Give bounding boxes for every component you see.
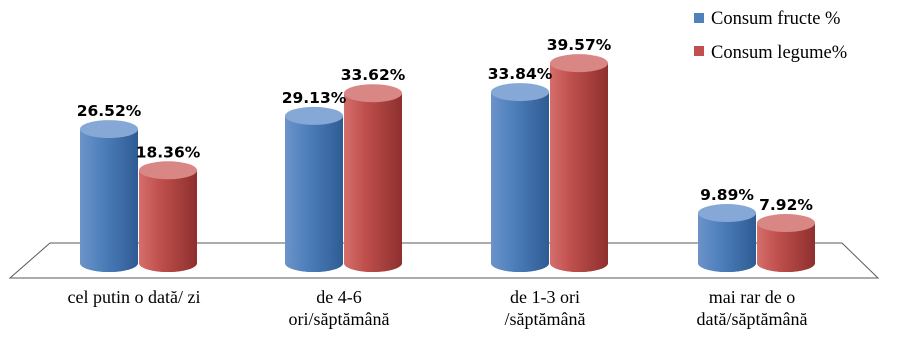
bar-legume-2 <box>344 84 402 273</box>
category-label-4-line-2: dată/săptămână <box>697 309 808 329</box>
category-label-2-line-2: ori/săptămână <box>289 309 390 329</box>
category-label-3-line-1: de 1-3 ori <box>510 287 580 307</box>
legend-swatch-legume <box>694 46 704 56</box>
value-label-fructe-4: 9.89% <box>700 186 754 204</box>
legend-label-fructe: Consum fructe % <box>711 9 840 29</box>
bar-legume-3 <box>550 54 608 272</box>
bar-fructe-1 <box>80 120 138 272</box>
bar-legume-4 <box>757 214 815 272</box>
category-label-1: cel putin o dată/ zi <box>68 287 201 307</box>
legend: Consum fructe % Consum legume% <box>694 9 847 63</box>
value-label-legume-4: 7.92% <box>759 196 813 214</box>
category-label-2-line-1: de 4-6 <box>316 287 361 307</box>
bar-fructe-3 <box>491 83 549 272</box>
bars-layer <box>80 54 815 273</box>
value-label-fructe-2: 29.13% <box>282 89 347 107</box>
value-label-legume-1: 18.36% <box>136 143 201 161</box>
bar-legume-1 <box>139 161 197 272</box>
bar-fructe-4 <box>698 204 756 272</box>
value-label-legume-3: 39.57% <box>547 36 612 54</box>
bar-fructe-2 <box>285 106 343 273</box>
category-label-4-line-1: mai rar de o <box>709 287 795 307</box>
legend-label-legume: Consum legume% <box>711 43 847 63</box>
value-labels-layer: 26.52% 18.36% 29.13% 33.62% 33.84% 39.57% 9.89… <box>77 36 814 214</box>
value-label-fructe-3: 33.84% <box>488 65 553 83</box>
chart-floor <box>8 242 880 279</box>
category-label-3-line-2: /săptămână <box>505 309 586 329</box>
legend-swatch-fructe <box>694 13 704 23</box>
value-label-fructe-1: 26.52% <box>77 102 142 120</box>
value-label-legume-2: 33.62% <box>341 66 406 84</box>
